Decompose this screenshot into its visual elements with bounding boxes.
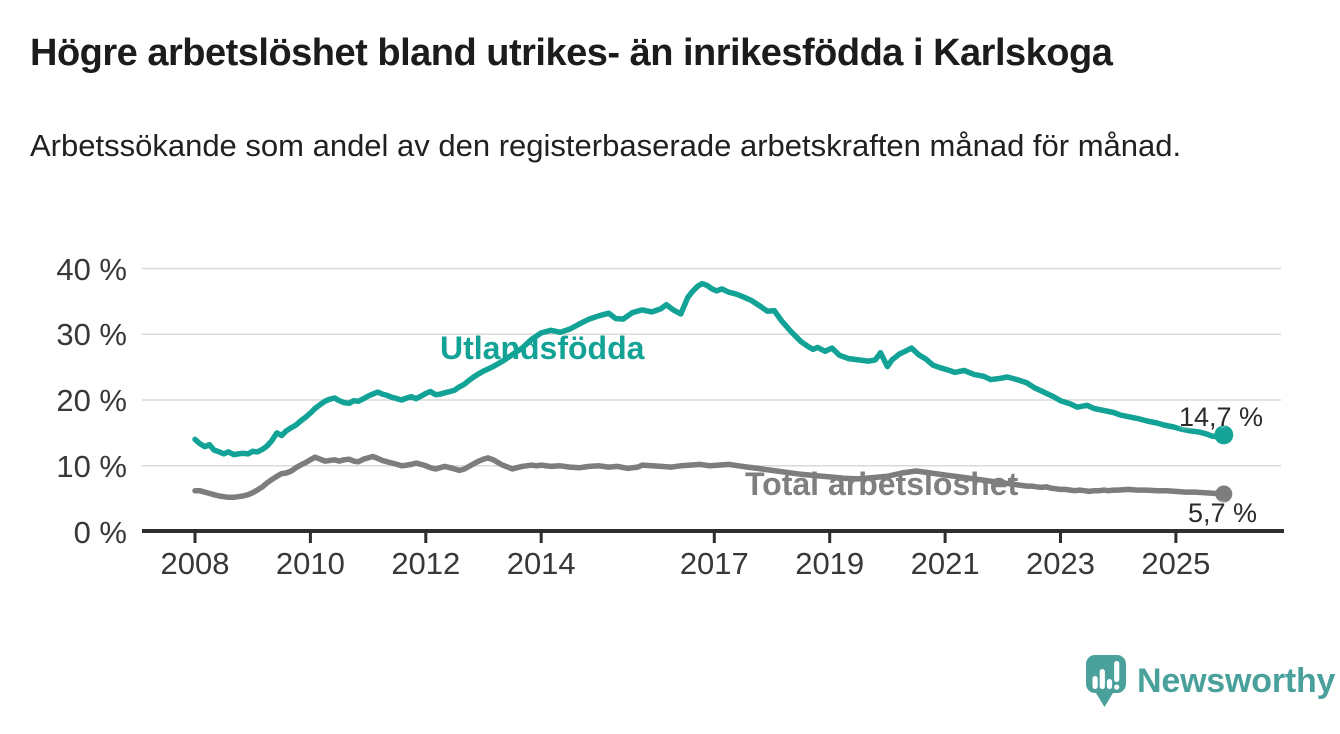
series-line-1 xyxy=(192,453,1227,501)
series-label-total-arbetsloshet: Total arbetslöshet xyxy=(745,466,1019,502)
y-tick-label-40: 40 % xyxy=(56,251,127,287)
y-tick-label-20: 20 % xyxy=(56,383,127,418)
end-value-utlandsfodda: 14,7 % xyxy=(1178,402,1263,432)
x-tick-label-2025: 2025 xyxy=(1141,546,1211,581)
series-end-dot-1 xyxy=(1215,485,1233,503)
y-tick-label-10: 10 % xyxy=(56,448,127,484)
x-tick-label-2014: 2014 xyxy=(506,546,576,581)
x-tick-label-2021: 2021 xyxy=(910,546,980,581)
series-end-dot-0 xyxy=(1214,425,1234,445)
series-line-0 xyxy=(192,280,1227,458)
brand-name: Newsworthy xyxy=(1137,662,1336,700)
x-tick-label-2010: 2010 xyxy=(275,546,345,581)
y-tick-label-0: 0 % xyxy=(73,514,127,550)
x-tick-label-2019: 2019 xyxy=(795,546,865,581)
x-tick-label-2012: 2012 xyxy=(391,546,461,581)
y-tick-label-30: 30 % xyxy=(56,317,127,353)
x-tick-label-2023: 2023 xyxy=(1026,546,1095,581)
newsworthy-logo: Newsworthy xyxy=(1086,655,1335,708)
page-title: Högre arbetslöshet bland utrikes- än inr… xyxy=(30,32,1113,74)
newsworthy-bubble-chart-icon xyxy=(1086,655,1126,707)
end-value-total-arbetsloshet: 5,7 % xyxy=(1187,498,1257,528)
series-label-utlandsfodda: Utlandsfödda xyxy=(440,330,645,366)
x-tick-label-2017: 2017 xyxy=(679,546,749,581)
x-tick-label-2008: 2008 xyxy=(160,546,230,581)
page-subtitle: Arbetssökande som andel av den registerb… xyxy=(30,128,1182,163)
